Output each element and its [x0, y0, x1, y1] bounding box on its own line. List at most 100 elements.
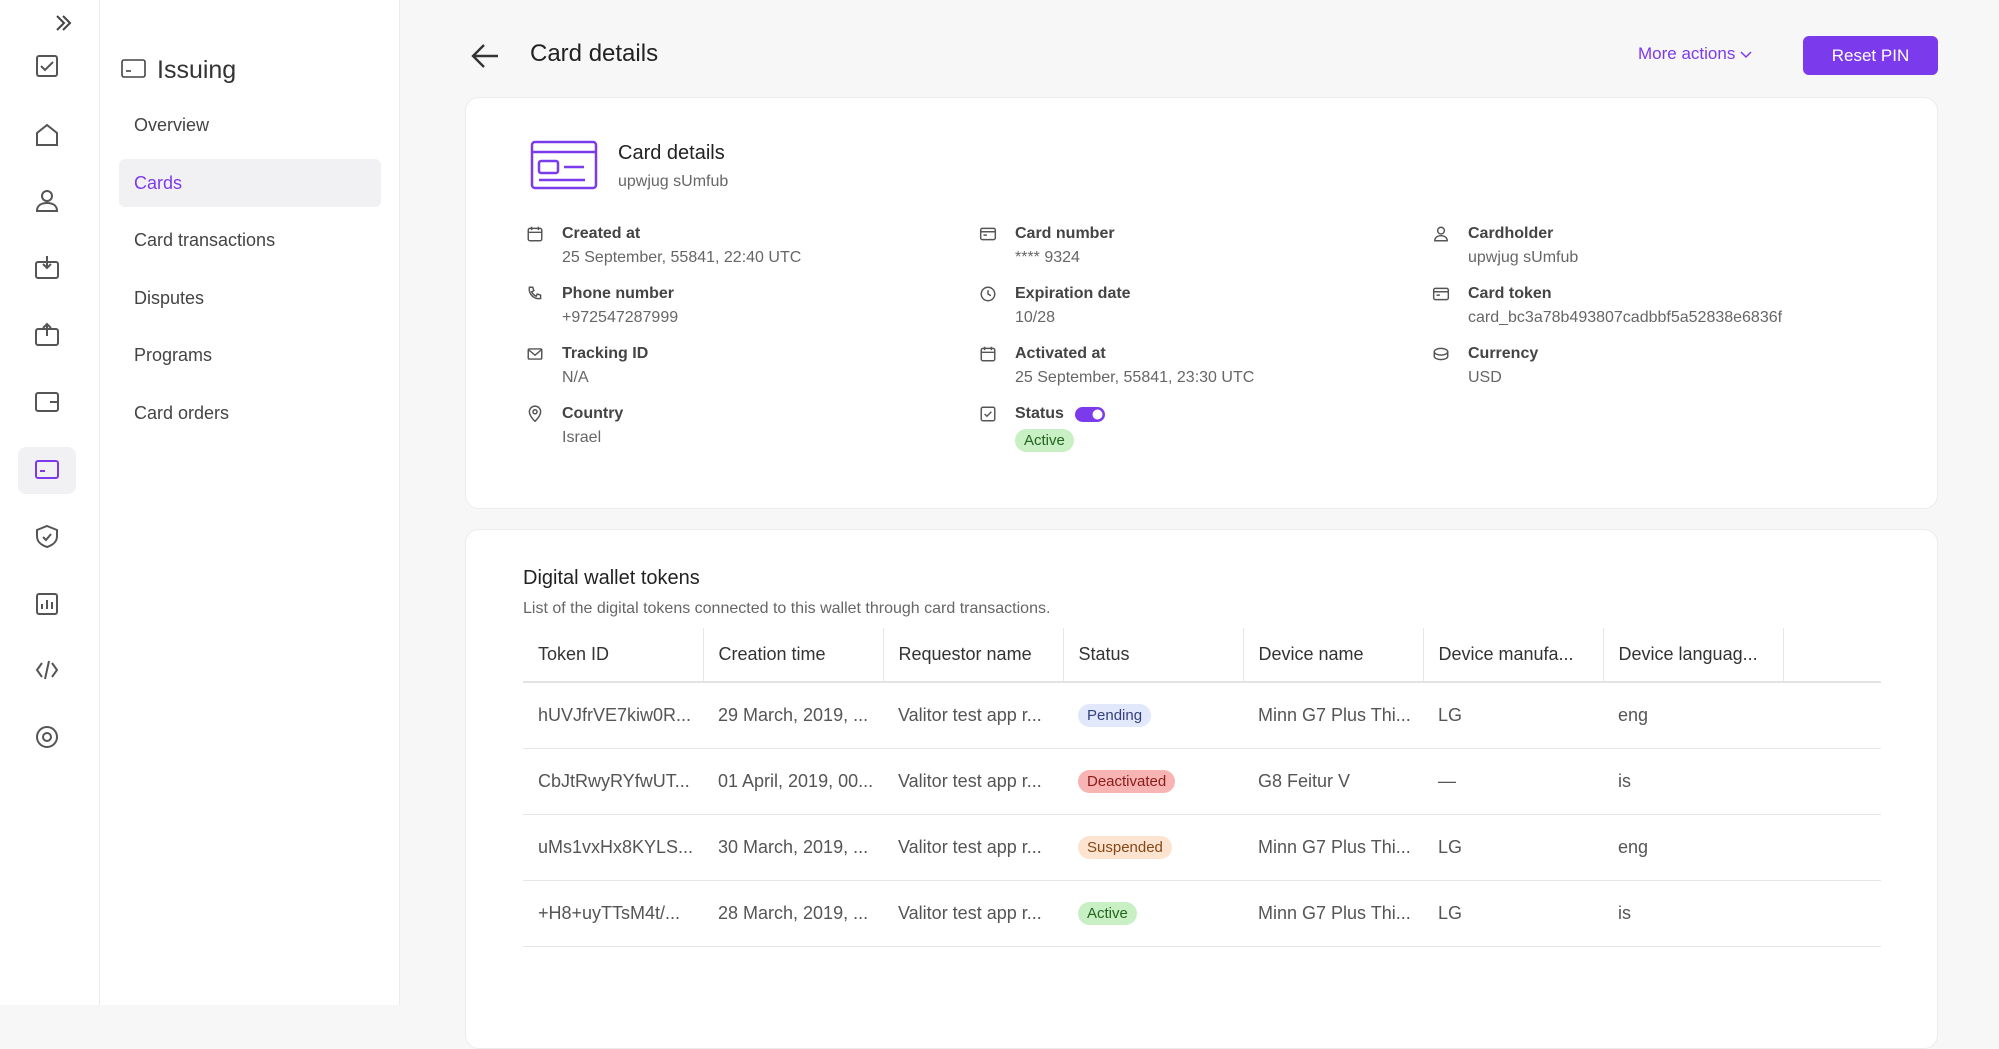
- wallet-description: List of the digital tokens connected to …: [523, 600, 1051, 617]
- cell-filler: [1783, 682, 1881, 749]
- cell: —: [1423, 748, 1603, 815]
- cell: 29 March, 2019, ...: [703, 682, 883, 749]
- status-wrap: Active: [1015, 429, 1106, 453]
- cell-filler: [1783, 814, 1881, 881]
- cell: Suspended: [1063, 814, 1243, 881]
- icon: [527, 226, 543, 242]
- rail-glyphs[interactable]: [35, 55, 59, 748]
- table-row[interactable]: +H8+uyTTsM4t/... 28 March, 2019, ... Valit…: [523, 880, 1881, 947]
- tokens-table: Token ID Creation time Requestor name Statu…: [523, 628, 1881, 947]
- cell-filler: [1783, 748, 1881, 815]
- cell: +H8+uyTTsM4t/...: [523, 880, 703, 947]
- field-icon: [1432, 285, 1450, 308]
- cell: is: [1603, 748, 1783, 815]
- status-badge: Active: [1078, 901, 1137, 925]
- field-icon: [979, 345, 997, 368]
- field-icon: [526, 285, 544, 308]
- cell: Valitor test app r...: [883, 814, 1063, 881]
- card-title: Card details: [618, 142, 725, 164]
- sidebar: Issuing Overview Cards Card transactions…: [100, 0, 400, 1005]
- nav-item-active[interactable]: Cards: [119, 159, 381, 207]
- field-icon: [1432, 225, 1450, 248]
- cell: LG: [1423, 682, 1603, 749]
- field-value: +972547287999: [562, 309, 679, 326]
- table-row[interactable]: hUVJfrVE7kiw0R... 29 March, 2019, ... Vali…: [523, 682, 1881, 749]
- field: Created at 25 September, 55841, 22:40 UTC: [562, 225, 801, 267]
- field: Cardholder upwjug sUmfub: [1468, 225, 1578, 267]
- chevron: [1740, 51, 1752, 59]
- field-label: Cardholder: [1468, 225, 1554, 242]
- cell: 28 March, 2019, ...: [703, 880, 883, 947]
- field-icon: [979, 225, 997, 248]
- column-header[interactable]: Requestor name: [883, 628, 1064, 683]
- column-header[interactable]: Device name: [1243, 628, 1424, 683]
- page: Issuing Overview Cards Card transactions…: [0, 0, 1938, 1049]
- field-icon: [526, 225, 544, 248]
- cell: G8 Feitur V: [1243, 748, 1423, 815]
- nav-item[interactable]: Card transactions: [134, 230, 276, 250]
- field-value: upwjug sUmfub: [1468, 249, 1579, 266]
- icon-rail: [0, 0, 100, 1005]
- back-button[interactable]: [470, 42, 502, 70]
- nav-item[interactable]: Card orders: [134, 403, 230, 423]
- cell: LG: [1423, 880, 1603, 947]
- nav-item[interactable]: Overview: [134, 115, 210, 135]
- nav-item[interactable]: Disputes: [134, 288, 205, 308]
- cell: Minn G7 Plus Thi...: [1243, 880, 1423, 947]
- field: Expiration date 10/28: [1015, 285, 1131, 327]
- sidebar-title: Issuing: [157, 56, 237, 84]
- nav-item[interactable]: Programs: [134, 345, 213, 365]
- field: Card token card_bc3a78b493807cadbbf5a5283…: [1468, 285, 1782, 327]
- icon: [979, 227, 997, 241]
- field-label: Activated at: [1015, 345, 1106, 362]
- field: Tracking ID N/A: [562, 345, 648, 387]
- column-header[interactable]: Device manufa...: [1423, 628, 1604, 683]
- status-badge: Pending: [1078, 703, 1152, 727]
- page-title: Card details: [530, 40, 659, 67]
- icon: [527, 348, 543, 360]
- icon: [980, 286, 996, 302]
- reset-pin-button[interactable]: Reset PIN: [1803, 36, 1938, 75]
- field: Country Israel: [562, 405, 623, 447]
- icon: [528, 286, 542, 300]
- cell: Valitor test app r...: [883, 880, 1063, 947]
- status-badge: Deactivated: [1078, 769, 1176, 793]
- more-actions-label[interactable]: More actions: [1638, 44, 1736, 63]
- column-header[interactable]: Status: [1063, 628, 1244, 683]
- cell: eng: [1603, 682, 1783, 749]
- cell: Pending: [1063, 682, 1243, 749]
- icon: [980, 346, 996, 362]
- field-icon: [526, 345, 544, 368]
- column-header[interactable]: Creation time: [703, 628, 884, 683]
- status-badge: Active: [1015, 429, 1074, 453]
- cell: Minn G7 Plus Thi...: [1243, 682, 1423, 749]
- header-row: Token ID Creation time Requestor name Statu…: [523, 628, 1881, 683]
- icon: [528, 405, 542, 423]
- field-label: Expiration date: [1015, 285, 1131, 302]
- field-icon: [979, 285, 997, 308]
- field-label: Status: [1015, 405, 1064, 423]
- rail-icons: [18, 15, 76, 748]
- cell-filler: [1783, 880, 1881, 947]
- column-header[interactable]: Device languag...: [1603, 628, 1784, 683]
- field-value: card_bc3a78b493807cadbbf5a52838e6836f: [1468, 309, 1783, 326]
- field-icon: [526, 405, 544, 428]
- field-icon: [1432, 345, 1450, 368]
- field-value: N/A: [562, 369, 589, 386]
- field-label: Card number: [1015, 225, 1115, 242]
- icon: [1432, 287, 1450, 301]
- cell: Deactivated: [1063, 748, 1243, 815]
- more-actions[interactable]: More actions: [1638, 44, 1752, 64]
- field-icon: [979, 405, 997, 428]
- table-row[interactable]: CbJtRwyRYfwUT... 01 April, 2019, 00... Val…: [523, 748, 1881, 815]
- field-value: 10/28: [1015, 309, 1056, 326]
- card-panel: Card details upwjug sUmfub Created at 25 …: [465, 97, 1938, 509]
- table-row[interactable]: uMs1vxHx8KYLS... 30 March, 2019, ... Valit…: [523, 814, 1881, 881]
- expand-icon[interactable]: [56, 15, 72, 31]
- cell: LG: [1423, 814, 1603, 881]
- wallet-title: Digital wallet tokens: [523, 567, 700, 589]
- cell: Minn G7 Plus Thi...: [1243, 814, 1423, 881]
- status-toggle[interactable]: [1074, 405, 1106, 423]
- column-header[interactable]: Token ID: [523, 628, 704, 683]
- cell: 01 April, 2019, 00...: [703, 748, 883, 815]
